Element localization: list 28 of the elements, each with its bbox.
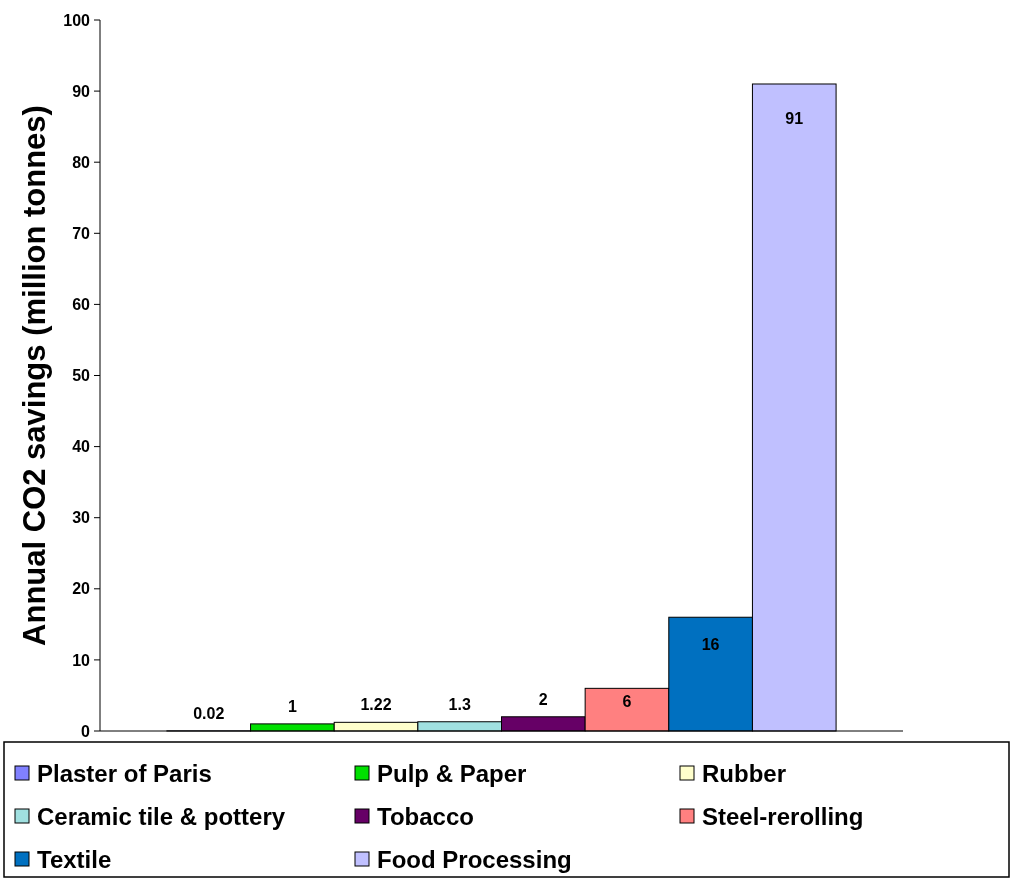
legend-label: Food Processing (377, 846, 572, 874)
data-label: 1.22 (360, 696, 392, 714)
y-tick-label: 0 (81, 722, 91, 740)
legend-label: Plaster of Paris (37, 760, 212, 788)
y-tick-label: 80 (72, 153, 91, 171)
y-axis-title: Annual CO2 savings (million tonnes) (17, 105, 52, 646)
data-label: 6 (622, 692, 632, 710)
legend-label: Steel-rerolling (702, 803, 864, 831)
y-tick-label: 60 (72, 296, 91, 313)
y-tick-label: 100 (63, 11, 91, 29)
legend-label: Pulp & Paper (377, 760, 527, 788)
y-tick-label: 30 (72, 509, 91, 527)
data-label: 1 (287, 697, 297, 715)
y-tick-label: 20 (72, 580, 91, 598)
data-label: 91 (785, 109, 804, 127)
y-tick-label: 50 (72, 367, 91, 385)
y-tick-label: 10 (72, 651, 91, 669)
data-label: 0.02 (193, 704, 225, 722)
legend-label: Tobacco (377, 803, 474, 831)
legend-label: Ceramic tile & pottery (37, 803, 286, 831)
y-tick-label: 40 (72, 438, 91, 456)
data-label: 1.3 (448, 695, 471, 713)
legend-label: Rubber (702, 760, 786, 788)
y-tick-label: 70 (72, 224, 91, 242)
data-label: 2 (538, 690, 548, 708)
data-label: 16 (701, 635, 720, 653)
legend-label: Textile (37, 846, 112, 874)
y-tick-label: 90 (72, 82, 91, 100)
